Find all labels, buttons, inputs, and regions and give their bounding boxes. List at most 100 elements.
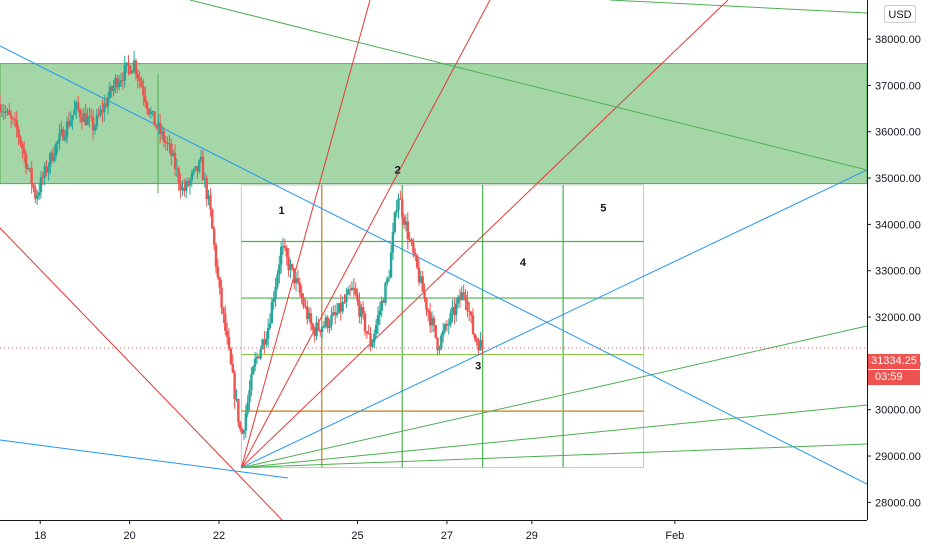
candle-body <box>443 324 447 331</box>
time-tick-label: Feb <box>665 530 684 542</box>
candle-body <box>155 125 158 128</box>
candle-body <box>69 120 72 127</box>
trend-line <box>609 0 867 14</box>
candle-body <box>73 109 76 115</box>
candle-body <box>376 315 380 325</box>
candle-body <box>97 114 100 116</box>
candle-body <box>276 274 279 287</box>
candle-body <box>367 333 370 335</box>
candle-body <box>45 166 48 173</box>
candle-body <box>294 278 298 284</box>
candle-body <box>218 277 221 288</box>
gann-fan-line <box>241 325 867 469</box>
candle-body <box>451 307 454 313</box>
candle-body <box>36 195 39 199</box>
candles <box>0 50 484 441</box>
candle-body <box>127 62 130 67</box>
candle-body <box>401 199 404 217</box>
candle-body <box>257 356 261 359</box>
candle-body <box>39 177 43 193</box>
candle-body <box>250 374 253 391</box>
time-tick-label: 20 <box>123 530 135 542</box>
candle-body <box>52 156 56 161</box>
candle-body <box>54 143 58 157</box>
candle-body <box>343 301 346 303</box>
wave-label: 1 <box>278 205 284 217</box>
candle-body <box>319 329 322 332</box>
candle-body <box>17 128 20 137</box>
candle-body <box>192 169 195 174</box>
candle-body <box>296 278 300 283</box>
candle-body <box>216 267 220 278</box>
candle-body <box>220 287 223 308</box>
candle-body <box>239 422 242 430</box>
candle-body <box>441 330 445 336</box>
candle-body <box>406 221 410 240</box>
candle-body <box>116 78 119 88</box>
price-tick-label: 29000.00 <box>875 451 921 463</box>
candle-body <box>311 324 315 330</box>
candle-body <box>86 117 89 125</box>
candle-body <box>306 306 309 319</box>
candle-body <box>464 294 467 301</box>
candle-body <box>255 356 259 359</box>
candle-body <box>162 131 166 142</box>
candle-body <box>32 184 35 189</box>
candle-body <box>341 301 344 312</box>
candle-body <box>82 113 85 122</box>
candle-body <box>201 156 205 181</box>
candle-body <box>447 323 450 326</box>
candle-body <box>173 152 177 170</box>
candle-body <box>421 276 424 292</box>
candle-body <box>242 430 246 434</box>
candle-body <box>324 317 328 326</box>
currency-button[interactable]: USD <box>884 5 916 23</box>
candle-body <box>224 313 227 331</box>
candle-body <box>183 187 186 192</box>
candle-body <box>432 317 436 326</box>
last-price-tag: 31334.25 <box>868 354 920 369</box>
candle-body <box>419 276 423 283</box>
candle-body <box>477 341 480 351</box>
candle-body <box>272 298 275 303</box>
candle-body <box>171 152 175 156</box>
candle-body <box>26 168 30 170</box>
candle-body <box>114 78 117 86</box>
candle-body <box>473 333 477 339</box>
candle-body <box>207 195 210 200</box>
candle-body <box>119 80 123 83</box>
candle-body <box>289 264 292 271</box>
candle-body <box>339 303 342 312</box>
candle-body <box>227 337 231 349</box>
price-tick-label: 38000.00 <box>875 34 921 46</box>
price-tick-label: 37000.00 <box>875 80 921 92</box>
candle-body <box>181 187 184 191</box>
candle-body <box>205 178 208 200</box>
trend-line <box>0 45 867 485</box>
gann-fan-line <box>240 0 371 468</box>
candle-body <box>142 87 145 96</box>
candle-body <box>317 322 320 330</box>
candle-body <box>361 307 365 314</box>
candle-body <box>21 143 24 150</box>
candle-body <box>80 117 84 122</box>
candle-body <box>404 221 408 225</box>
candle-body <box>348 289 352 291</box>
candle-body <box>225 330 229 338</box>
wave-label: 5 <box>600 202 606 214</box>
candle-body <box>283 245 287 249</box>
gann-box <box>240 184 645 469</box>
candle-body <box>179 182 182 191</box>
candle-body <box>0 103 2 113</box>
candle-body <box>391 231 395 253</box>
candle-body <box>330 315 333 326</box>
candle-body <box>67 121 71 127</box>
candle-body <box>198 160 201 172</box>
wave-label: 4 <box>520 257 527 269</box>
candle-body <box>384 282 387 303</box>
time-tick-label: 27 <box>441 530 453 542</box>
candle-body <box>199 156 203 161</box>
candle-body <box>43 166 46 178</box>
candle-body <box>279 246 283 265</box>
